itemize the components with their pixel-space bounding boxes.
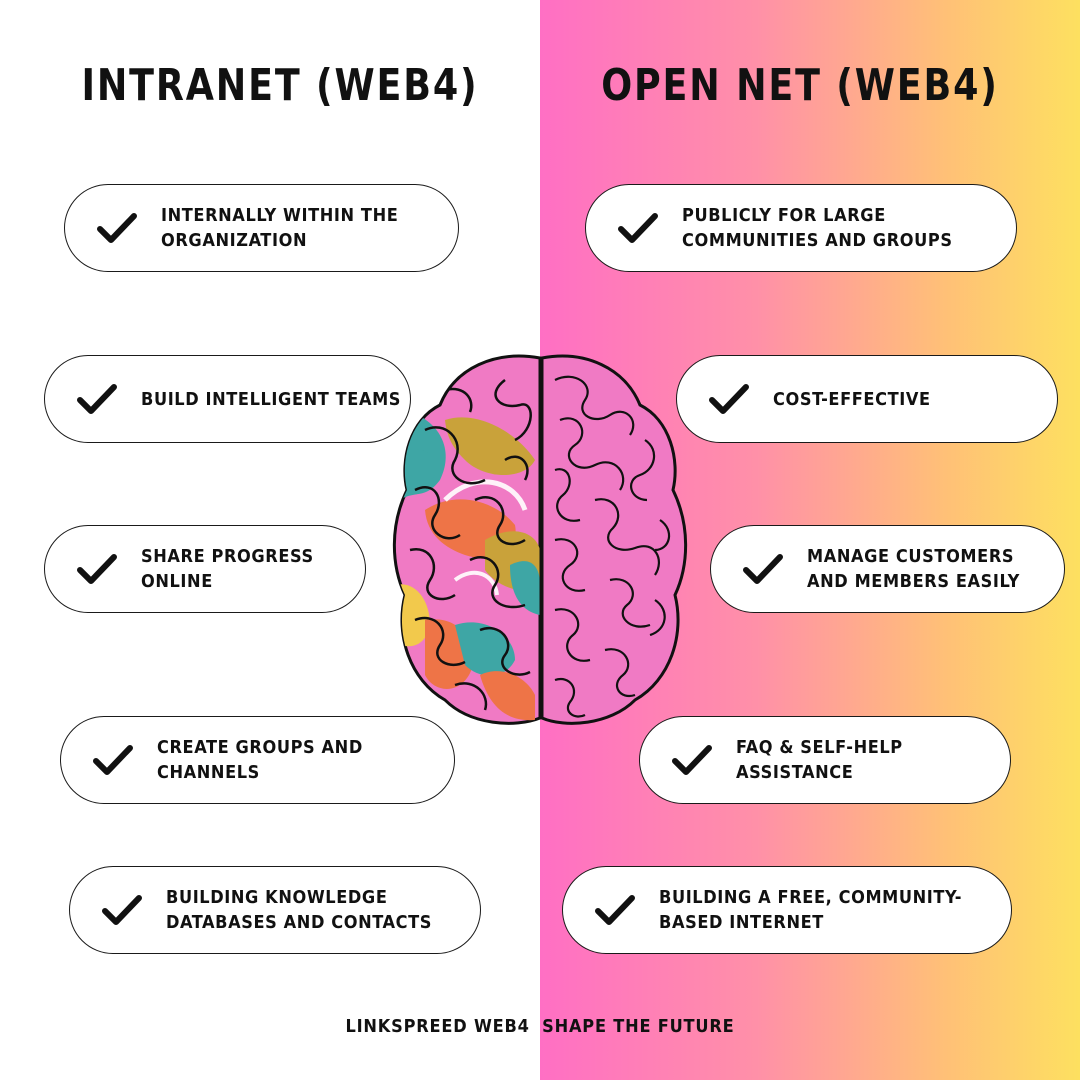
footer: LINKSPREED WEB4 SHAPE THE FUTURE <box>0 1016 1080 1037</box>
brain-illustration <box>392 354 688 725</box>
intranet-item-label: BUILDING KNOWLEDGE DATABASES AND CONTACT… <box>166 887 433 933</box>
check-icon <box>77 384 117 414</box>
intranet-item-groups: CREATE GROUPS AND CHANNELS <box>60 716 455 804</box>
check-icon <box>743 554 783 584</box>
open-net-item-label: BUILDING A FREE, COMMUNITY-BASED INTERNE… <box>659 887 963 933</box>
check-icon <box>618 213 658 243</box>
intranet-item-label: CREATE GROUPS AND CHANNELS <box>157 737 363 783</box>
open-net-item-cost: COST-EFFECTIVE <box>676 355 1058 443</box>
open-net-item-label: PUBLICLY FOR LARGE COMMUNITIES AND GROUP… <box>682 205 953 251</box>
intranet-item-label: BUILD INTELLIGENT TEAMS <box>141 388 402 410</box>
check-icon <box>97 213 137 243</box>
check-icon <box>77 554 117 584</box>
intranet-item-knowledge: BUILDING KNOWLEDGE DATABASES AND CONTACT… <box>69 866 481 954</box>
open-net-item-label: MANAGE CUSTOMERS AND MEMBERS EASILY <box>807 546 1020 592</box>
footer-brand: LINKSPREED WEB4 <box>345 1016 530 1037</box>
check-icon <box>102 895 142 925</box>
intranet-heading: INTRANET (WEB4) <box>81 60 479 111</box>
check-icon <box>672 745 712 775</box>
intranet-item-label: SHARE PROGRESS ONLINE <box>141 546 314 592</box>
intranet-item-progress: SHARE PROGRESS ONLINE <box>44 525 366 613</box>
open-net-item-faq: FAQ & SELF-HELP ASSISTANCE <box>639 716 1011 804</box>
open-net-heading: OPEN NET (WEB4) <box>601 60 999 111</box>
open-net-item-label: COST-EFFECTIVE <box>773 388 931 410</box>
open-net-item-internet: BUILDING A FREE, COMMUNITY-BASED INTERNE… <box>562 866 1012 954</box>
intranet-item-teams: BUILD INTELLIGENT TEAMS <box>44 355 411 443</box>
footer-tagline: SHAPE THE FUTURE <box>542 1016 735 1037</box>
check-icon <box>709 384 749 414</box>
open-net-item-communities: PUBLICLY FOR LARGE COMMUNITIES AND GROUP… <box>585 184 1017 272</box>
intranet-item-organization: INTERNALLY WITHIN THE ORGANIZATION <box>64 184 459 272</box>
check-icon <box>93 745 133 775</box>
open-net-item-label: FAQ & SELF-HELP ASSISTANCE <box>736 737 903 783</box>
intranet-item-label: INTERNALLY WITHIN THE ORGANIZATION <box>161 205 399 251</box>
check-icon <box>595 895 635 925</box>
open-net-item-customers: MANAGE CUSTOMERS AND MEMBERS EASILY <box>710 525 1065 613</box>
